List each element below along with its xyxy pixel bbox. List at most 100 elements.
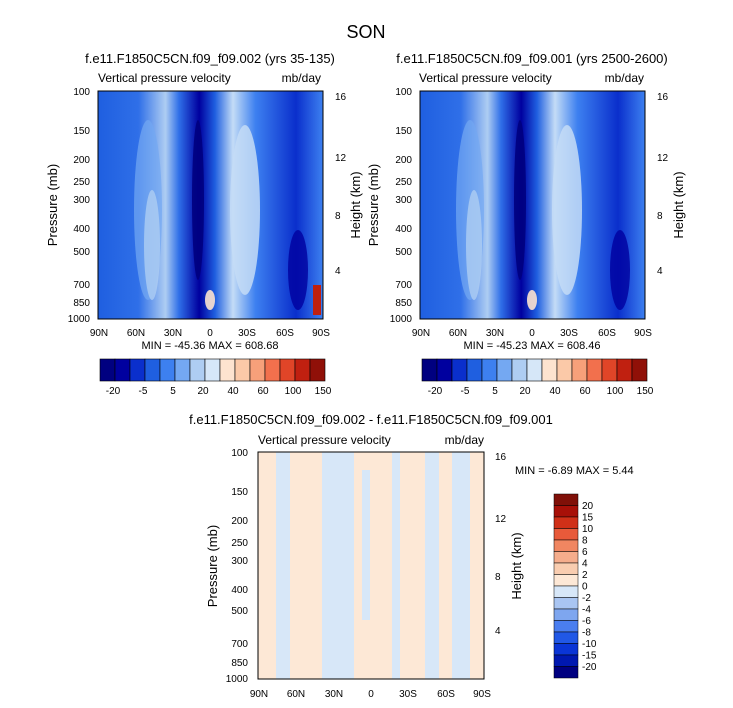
colorbar-label: -20	[106, 386, 121, 397]
y-tick-label: 100	[231, 448, 248, 459]
y-tick-label: 150	[395, 126, 412, 137]
y-tick-label: 850	[231, 658, 248, 669]
colorbar-swatch	[466, 358, 483, 382]
colorbar-swatch	[294, 358, 311, 382]
x-tick-label: 60S	[437, 689, 455, 700]
colorbar-swatch	[219, 358, 236, 382]
y2-tick-label: 16	[495, 452, 507, 463]
x-tick-label: 60N	[287, 689, 305, 700]
colorbar-label: 5	[492, 386, 498, 397]
y2-ticks: 16 12 8 4	[495, 452, 507, 637]
colorbar-label: 150	[315, 386, 332, 397]
x-tick-label: 60S	[276, 328, 294, 339]
y-tick-label: 1000	[226, 674, 249, 685]
y-tick-label: 150	[73, 126, 90, 137]
colorbar-swatch	[553, 574, 579, 587]
colorbar-label: 20	[519, 386, 531, 397]
colorbar-swatch	[571, 358, 588, 382]
panel-bottom-diff: f.e11.F1850C5CN.f09_f09.002 - f.e11.F185…	[189, 412, 634, 700]
x-tick-label: 90S	[634, 328, 652, 339]
colorbar-label: 0	[582, 582, 588, 593]
colorbar-swatch	[553, 551, 579, 564]
x-tick-label: 30S	[399, 689, 417, 700]
y-ticks: 100 150 200 250 300 400 500 700 850 1000	[390, 87, 413, 325]
colorbar-swatch	[553, 528, 579, 541]
colorbar-swatch	[159, 358, 176, 382]
y-axis-title: Pressure (mb)	[45, 164, 60, 246]
y-tick-label: 150	[231, 487, 248, 498]
colorbar-label: -10	[582, 639, 597, 650]
colorbar-swatch	[421, 358, 438, 382]
colorbar-label: 4	[582, 559, 588, 570]
y-tick-label: 200	[231, 516, 248, 527]
y-tick-label: 500	[73, 247, 90, 258]
variable-label: Vertical pressure velocity	[419, 71, 552, 85]
y-tick-label: 250	[395, 177, 412, 188]
colorbar-swatch	[553, 493, 579, 506]
y-tick-label: 700	[73, 280, 90, 291]
colorbar-swatch	[249, 358, 266, 382]
x-tick-label: 0	[207, 328, 213, 339]
colorbar-label: 8	[582, 536, 588, 547]
colorbar-label: 15	[582, 513, 594, 524]
x-ticks: 90N 60N 30N 0 30S 60S 90S	[250, 689, 491, 700]
colorbar-swatch	[553, 562, 579, 575]
colorbar-label: -20	[428, 386, 443, 397]
colorbar-label: 2	[582, 570, 588, 581]
colorbar-label: -20	[582, 662, 597, 673]
colorbar-swatch	[511, 358, 528, 382]
colorbar-label: 20	[582, 501, 594, 512]
y-tick-label: 850	[73, 298, 90, 309]
colorbar-label: 6	[582, 547, 588, 558]
plot-area	[419, 90, 646, 320]
colorbar-top-left: -20 -5 5 20 40 60 100 150	[99, 358, 332, 397]
y-tick-label: 200	[73, 155, 90, 166]
colorbar-swatch	[436, 358, 453, 382]
x-tick-label: 90N	[90, 328, 108, 339]
colorbar-swatch	[553, 654, 579, 667]
y-tick-label: 850	[395, 298, 412, 309]
colorbar-swatch	[631, 358, 648, 382]
plot-area	[97, 90, 324, 320]
x-tick-label: 30N	[164, 328, 182, 339]
colorbar-swatch	[553, 505, 579, 518]
y-tick-label: 400	[231, 585, 248, 596]
colorbar-label: 5	[170, 386, 176, 397]
y-tick-label: 100	[395, 87, 412, 98]
y2-ticks: 16 12 8 4	[335, 92, 347, 277]
x-tick-label: 0	[529, 328, 535, 339]
y-ticks: 100 150 200 250 300 400 500 700 850 1000	[226, 448, 249, 685]
colorbar-label: 10	[582, 524, 594, 535]
colorbar-swatch	[309, 358, 326, 382]
panel-title: f.e11.F1850C5CN.f09_f09.002 - f.e11.F185…	[189, 412, 553, 427]
y2-axis-title: Height (km)	[348, 171, 363, 238]
colorbar-swatch	[204, 358, 221, 382]
y2-tick-label: 12	[657, 153, 669, 164]
colorbar-label: -5	[139, 386, 148, 397]
y-tick-label: 300	[395, 195, 412, 206]
y-tick-label: 700	[395, 280, 412, 291]
colorbar-label: -4	[582, 605, 591, 616]
y-tick-label: 250	[73, 177, 90, 188]
colorbar-swatch	[553, 585, 579, 598]
colorbar-swatch	[553, 608, 579, 621]
variable-label: Vertical pressure velocity	[98, 71, 231, 85]
y-tick-label: 250	[231, 538, 248, 549]
units-label: mb/day	[605, 71, 644, 85]
colorbar-swatch	[616, 358, 633, 382]
y-tick-label: 300	[231, 556, 248, 567]
colorbar-swatch	[601, 358, 618, 382]
y2-tick-label: 12	[335, 153, 347, 164]
panel-top-right: f.e11.F1850C5CN.f09_f09.001 (yrs 2500-26…	[366, 51, 686, 397]
x-ticks: 90N 60N 30N 0 30S 60S 90S	[90, 328, 330, 339]
colorbar-label: 20	[197, 386, 209, 397]
y-tick-label: 700	[231, 639, 248, 650]
units-label: mb/day	[282, 71, 321, 85]
y2-axis-title: Height (km)	[671, 171, 686, 238]
y2-tick-label: 12	[495, 514, 507, 525]
panel-top-left: f.e11.F1850C5CN.f09_f09.002 (yrs 35-135)…	[45, 51, 363, 397]
colorbar-swatch	[526, 358, 543, 382]
colorbar-bottom: 20 15 10 8 6 4 2 0 -2 -4 -6 -8 -10 -15 -…	[553, 493, 597, 679]
colorbar-swatch	[129, 358, 146, 382]
